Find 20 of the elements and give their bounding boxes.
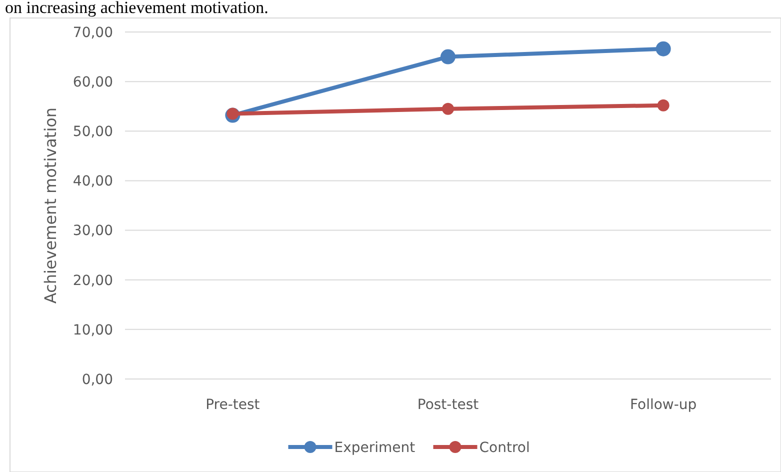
y-tick-label: 0,00 — [82, 372, 113, 388]
y-tick-label: 40,00 — [72, 174, 113, 190]
point — [440, 49, 456, 64]
y-tick-label: 20,00 — [72, 272, 113, 289]
point — [226, 108, 239, 120]
chart-title: on increasing achievement motivation. — [5, 0, 268, 17]
y-tick-label: 60,00 — [72, 74, 113, 90]
legend-label: Control — [479, 440, 530, 456]
y-tick-label: 10,00 — [72, 322, 113, 338]
y-tick-label: 70,00 — [72, 24, 113, 41]
legend-label: Experiment — [334, 440, 416, 456]
y-tick-label: 50,00 — [72, 124, 113, 140]
x-tick-label: Follow-up — [630, 397, 697, 413]
point — [657, 99, 670, 112]
point — [442, 102, 454, 115]
point — [656, 41, 671, 56]
x-tick-label: Pre-test — [206, 397, 260, 413]
x-tick-label: Post-test — [417, 397, 480, 413]
y-axis-title: Achievement motivation — [41, 107, 60, 304]
y-tick-label: 30,00 — [72, 223, 113, 240]
